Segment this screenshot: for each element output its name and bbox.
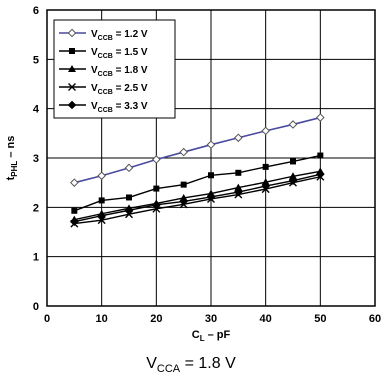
data-point [126,194,132,201]
legend-marker [67,100,77,110]
y-axis-label: tPHL – ns [5,136,19,181]
legend-marker [68,83,76,91]
data-point [261,126,270,136]
data-point [234,183,243,191]
data-point [234,133,243,143]
data-point [179,197,188,206]
series-line [74,173,321,223]
data-point [97,216,106,225]
y-tick-label: 5 [33,54,39,66]
data-point [97,211,106,221]
data-point [124,205,134,215]
data-point [97,171,106,181]
data-point [71,207,78,214]
x-tick-label: 50 [314,313,326,325]
y-tick-label: 6 [33,5,39,17]
data-point [70,217,79,226]
data-point [180,181,187,188]
data-point [152,155,161,164]
legend-label: VCCB = 1.8 V [91,65,148,78]
y-tick-label: 4 [33,104,40,116]
legend-label: VCCB = 1.2 V [91,29,148,42]
data-point [234,187,243,197]
series-5 [70,169,325,226]
legend-label: VCCB = 3.3 V [91,101,148,114]
data-point [206,192,216,202]
plot-frame [46,9,376,307]
data-point [316,169,325,179]
data-point [288,176,298,186]
x-tick-label: 20 [150,313,162,325]
data-point [289,172,297,180]
data-point [290,158,296,165]
legend-label: VCCB = 1.5 V [91,47,148,60]
legend-label: VCCB = 2.5 V [91,83,148,96]
series-line [74,116,321,184]
series-line [74,176,321,225]
legend: VCCB = 1.2 V VCCB = 1.5 V VCCB = 1.8 V VCCB… [53,19,176,119]
series-line [74,170,321,221]
series-2 [71,152,324,214]
data-point [261,178,270,186]
data-point [261,181,270,191]
data-point [70,178,79,187]
tick-labels: 0 10 20 30 40 50 60 0 1 2 3 4 5 6 [33,5,381,325]
legend-marker [69,48,75,54]
x-tick-label: 10 [96,313,108,325]
data-point [98,197,105,204]
data-point [153,185,160,192]
x-tick-label: 0 [44,313,50,325]
legend-entry: VCCB = 3.3 V [59,100,148,114]
legend-entry: VCCB = 1.8 V [59,65,148,78]
legend-marker [67,28,77,38]
figure-caption: VCCA = 1.8 V [146,355,236,376]
x-tick-label: 60 [369,313,381,325]
legend-marker [68,65,76,72]
data-point [235,169,242,176]
y-tick-label: 2 [33,202,39,214]
x-tick-label: 40 [260,313,272,325]
y-tick-label: 3 [33,153,39,165]
series-1 [70,113,325,187]
data-point [152,200,161,210]
series-lines [70,113,325,228]
data-point [206,140,216,149]
legend-entry: VCCB = 1.5 V [59,47,148,60]
series-line [74,154,321,212]
legend-entry: VCCB = 2.5 V [59,83,148,96]
x-tick-label: 30 [205,313,217,325]
data-point [317,152,324,159]
series-4 [70,172,325,228]
data-point [179,147,188,157]
legend-entry: VCCB = 1.2 V [59,28,148,42]
data-point [288,120,298,129]
data-point [262,163,269,170]
data-point [124,163,134,173]
y-tick-label: 1 [33,252,39,264]
data-point [316,113,325,122]
y-tick-label: 0 [33,301,39,313]
x-axis-label: CL – pF [192,329,231,343]
data-point [208,172,214,179]
